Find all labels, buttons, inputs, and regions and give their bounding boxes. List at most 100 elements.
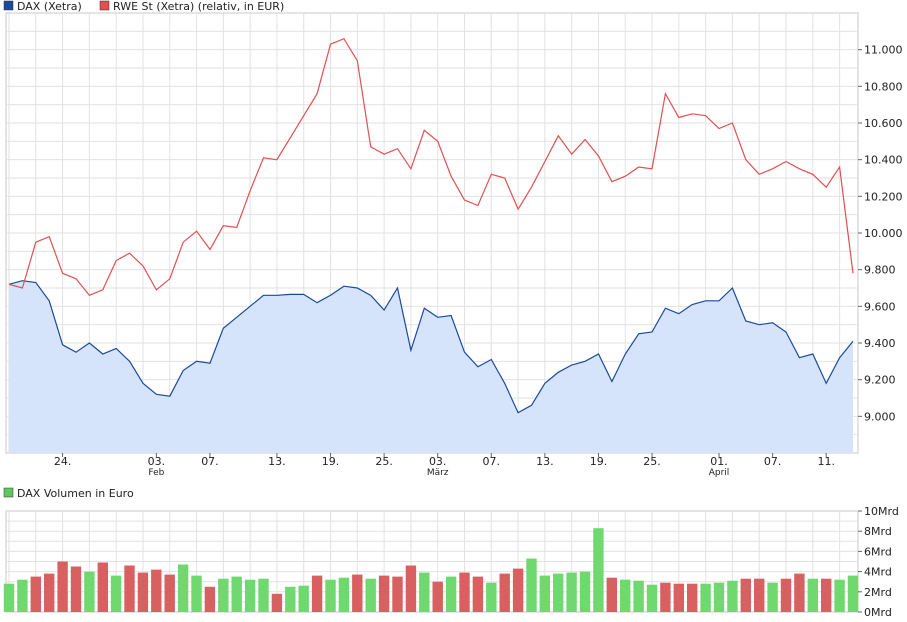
price-x-tick-label: 11. — [817, 455, 835, 468]
volume-y-tick-label: 6Mrd — [864, 545, 892, 558]
volume-bar — [847, 575, 859, 612]
volume-bar — [244, 579, 256, 612]
volume-bar — [539, 575, 550, 612]
volume-bar — [177, 564, 189, 612]
price-y-tick-label: 10.600 — [864, 117, 903, 130]
volume-y-tick-label: 2Mrd — [864, 586, 892, 599]
price-x-month-label: April — [709, 468, 730, 478]
volume-bar — [646, 584, 658, 612]
price-y-tick-label: 9.800 — [864, 264, 896, 277]
volume-chart-panel: DAX Volumen in Euro 0Mrd 2Mrd 4Mrd 6Mrd 8Mrd… — [3, 487, 899, 619]
volume-bar — [673, 583, 684, 612]
price-x-tick-label: 13. — [536, 455, 554, 468]
legend-swatch-rwe — [99, 0, 110, 11]
price-x-tick-label: 24. — [54, 455, 72, 468]
volume-bar — [727, 580, 738, 612]
volume-y-tick-label: 8Mrd — [864, 525, 892, 538]
price-x-tick-label: 25. — [375, 455, 393, 468]
volume-bar — [124, 565, 135, 612]
legend-label-dax: DAX (Xetra) — [17, 0, 82, 13]
volume-bar — [486, 582, 497, 612]
volume-bar — [70, 566, 82, 612]
price-x-tick-label: 01. — [710, 455, 728, 468]
volume-bar — [405, 565, 417, 612]
volume-bar — [713, 582, 725, 612]
volume-bar — [378, 575, 390, 612]
volume-bar — [365, 578, 376, 612]
price-x-month-label: März — [427, 468, 449, 478]
price-x-tick-label: 07. — [483, 455, 501, 468]
volume-bar — [311, 575, 323, 612]
volume-bar — [821, 578, 832, 612]
volume-bar — [191, 575, 202, 612]
volume-bar — [285, 586, 296, 613]
volume-bar — [834, 579, 845, 612]
volume-bar — [84, 571, 95, 612]
price-y-tick-label: 10.400 — [864, 154, 903, 167]
price-y-tick-label: 9.000 — [864, 410, 896, 423]
volume-bar — [499, 573, 510, 612]
price-x-tick-label: 19. — [590, 455, 608, 468]
volume-y-tick-label: 0Mrd — [864, 606, 892, 619]
volume-bar — [44, 573, 55, 612]
volume-bar — [432, 581, 443, 612]
volume-bar — [445, 576, 457, 612]
volume-bar — [767, 582, 778, 612]
volume-bar — [352, 574, 363, 612]
volume-bar — [3, 583, 15, 612]
volume-bar — [30, 576, 41, 612]
price-x-tick-label: 25. — [643, 455, 661, 468]
volume-bar — [204, 586, 216, 613]
rwe-line — [8, 37, 854, 297]
price-chart-panel: DAX (Xetra) RWE St (Xetra) (relativ, in … — [3, 0, 903, 478]
volume-bar — [97, 562, 108, 612]
legend-swatch-dax — [3, 0, 14, 11]
volume-bar — [780, 578, 792, 612]
volume-bar — [325, 579, 336, 612]
legend-label-rwe: RWE St (Xetra) (relativ, in EUR) — [113, 0, 284, 13]
volume-bar — [566, 572, 577, 612]
volume-bar — [338, 577, 350, 612]
volume-y-axis: 0Mrd 2Mrd 4Mrd 6Mrd 8Mrd 10Mrd — [858, 505, 899, 619]
volume-bar — [419, 572, 430, 612]
volume-y-tick-label: 10Mrd — [864, 505, 899, 518]
volume-bar — [740, 578, 751, 612]
price-x-month-label: Feb — [148, 468, 164, 478]
price-y-tick-label: 9.600 — [864, 300, 896, 313]
volume-bar — [579, 571, 591, 612]
volume-bar — [231, 576, 242, 612]
volume-bar — [459, 572, 470, 612]
price-legend: DAX (Xetra) RWE St (Xetra) (relativ, in … — [3, 0, 284, 13]
price-lines — [8, 37, 854, 414]
price-x-tick-label: 13. — [268, 455, 286, 468]
volume-bar — [526, 558, 537, 612]
volume-bar — [593, 528, 604, 612]
volume-bar — [660, 582, 671, 612]
price-x-tick-label: 03. — [148, 455, 166, 468]
dax-area-fill — [9, 280, 853, 453]
dax-area — [9, 280, 853, 453]
price-y-tick-label: 10.200 — [864, 190, 903, 203]
price-x-tick-label: 19. — [322, 455, 340, 468]
volume-bar — [218, 578, 229, 612]
volume-bar — [620, 579, 631, 612]
volume-bar — [258, 578, 269, 612]
price-y-tick-label: 10.800 — [864, 80, 903, 93]
price-x-tick-label: 07. — [764, 455, 782, 468]
volume-bar — [298, 585, 309, 612]
volume-bar — [553, 573, 564, 612]
price-y-axis: 9.000 9.200 9.400 9.600 9.800 10.000 10.200 10.… — [858, 44, 903, 423]
price-y-tick-label: 9.400 — [864, 337, 896, 350]
volume-bar — [137, 572, 149, 612]
volume-bar — [110, 575, 122, 612]
price-y-tick-label: 9.200 — [864, 374, 896, 387]
volume-bar — [633, 580, 644, 612]
price-x-tick-label: 07. — [201, 455, 219, 468]
volume-bar — [807, 578, 818, 612]
volume-bar — [794, 573, 805, 612]
price-y-tick-label: 11.000 — [864, 44, 903, 57]
volume-bar — [687, 583, 698, 612]
legend-swatch-volume — [3, 487, 14, 498]
volume-bar — [392, 576, 403, 612]
